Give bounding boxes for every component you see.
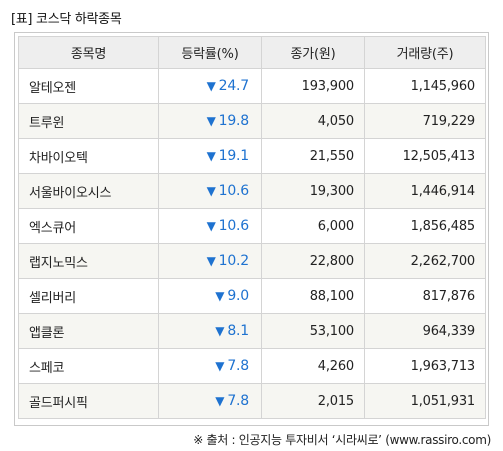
table-title: [표] 코스닥 하락종목 <box>11 12 122 27</box>
table-header-row: 종목명 등락률(%) 종가(원) 거래량(주) <box>18 36 486 69</box>
down-triangle-icon: ▼ <box>206 184 216 198</box>
table-row: 골드퍼시픽 ▼ 7.8 2,015 1,051,931 <box>18 383 486 419</box>
trading-volume: 1,856,485 <box>364 208 486 244</box>
change-rate-value: 10.2 <box>218 253 250 269</box>
change-rate-value: 10.6 <box>218 218 250 234</box>
trading-volume: 1,051,931 <box>364 383 486 419</box>
source-footer: ※ 출처 : 인공지능 투자비서 ‘시라씨로’ (www.rassiro.com… <box>193 433 491 447</box>
trading-volume: 2,262,700 <box>364 243 486 279</box>
change-rate-value: 9.0 <box>227 288 249 304</box>
stock-name: 엑스큐어 <box>18 208 159 244</box>
change-rate-value: 24.7 <box>218 78 250 94</box>
down-triangle-icon: ▼ <box>215 394 225 408</box>
table-body: 알테오젠 ▼ 24.7 193,900 1,145,960 트루윈 ▼ 19.8 4,050 71… <box>18 68 486 419</box>
close-price: 88,100 <box>261 278 365 314</box>
trading-volume: 817,876 <box>364 278 486 314</box>
stock-name: 스페코 <box>18 348 159 384</box>
change-rate: ▼ 10.6 <box>158 208 262 244</box>
close-price: 53,100 <box>261 313 365 349</box>
down-triangle-icon: ▼ <box>215 289 225 303</box>
change-rate-value: 7.8 <box>227 358 249 374</box>
down-triangle-icon: ▼ <box>206 149 216 163</box>
trading-volume: 1,145,960 <box>364 68 486 104</box>
down-triangle-icon: ▼ <box>206 254 216 268</box>
close-price: 19,300 <box>261 173 365 209</box>
close-price: 2,015 <box>261 383 365 419</box>
table-frame: 종목명 등락률(%) 종가(원) 거래량(주) 알테오젠 ▼ 24.7 193,900… <box>14 32 489 426</box>
trading-volume: 12,505,413 <box>364 138 486 174</box>
stock-name: 서울바이오시스 <box>18 173 159 209</box>
change-rate-value: 10.6 <box>218 183 250 199</box>
table-row: 차바이오텍 ▼ 19.1 21,550 12,505,413 <box>18 138 486 174</box>
stock-name: 앱클론 <box>18 313 159 349</box>
change-rate: ▼ 9.0 <box>158 278 262 314</box>
table-row: 트루윈 ▼ 19.8 4,050 719,229 <box>18 103 486 139</box>
column-header-volume: 거래량(주) <box>364 36 486 69</box>
column-header-rate: 등락률(%) <box>158 36 262 69</box>
table-row: 셀리버리 ▼ 9.0 88,100 817,876 <box>18 278 486 314</box>
table-row: 앱클론 ▼ 8.1 53,100 964,339 <box>18 313 486 349</box>
change-rate: ▼ 7.8 <box>158 348 262 384</box>
column-header-name: 종목명 <box>18 36 159 69</box>
down-triangle-icon: ▼ <box>206 79 216 93</box>
change-rate: ▼ 10.6 <box>158 173 262 209</box>
stock-name: 골드퍼시픽 <box>18 383 159 419</box>
table-row: 서울바이오시스 ▼ 10.6 19,300 1,446,914 <box>18 173 486 209</box>
trading-volume: 1,446,914 <box>364 173 486 209</box>
change-rate-value: 19.8 <box>218 113 250 129</box>
stock-name: 셀리버리 <box>18 278 159 314</box>
close-price: 4,050 <box>261 103 365 139</box>
down-triangle-icon: ▼ <box>215 324 225 338</box>
change-rate: ▼ 19.1 <box>158 138 262 174</box>
close-price: 4,260 <box>261 348 365 384</box>
table-row: 엑스큐어 ▼ 10.6 6,000 1,856,485 <box>18 208 486 244</box>
close-price: 21,550 <box>261 138 365 174</box>
change-rate-value: 7.8 <box>227 393 249 409</box>
change-rate-value: 19.1 <box>218 148 250 164</box>
table-row: 스페코 ▼ 7.8 4,260 1,963,713 <box>18 348 486 384</box>
stock-name: 랩지노믹스 <box>18 243 159 279</box>
stock-name: 차바이오텍 <box>18 138 159 174</box>
down-triangle-icon: ▼ <box>206 219 216 233</box>
change-rate: ▼ 19.8 <box>158 103 262 139</box>
change-rate-value: 8.1 <box>227 323 249 339</box>
trading-volume: 719,229 <box>364 103 486 139</box>
table-row: 랩지노믹스 ▼ 10.2 22,800 2,262,700 <box>18 243 486 279</box>
change-rate: ▼ 7.8 <box>158 383 262 419</box>
stock-name: 트루윈 <box>18 103 159 139</box>
change-rate: ▼ 24.7 <box>158 68 262 104</box>
trading-volume: 1,963,713 <box>364 348 486 384</box>
down-triangle-icon: ▼ <box>206 114 216 128</box>
change-rate: ▼ 8.1 <box>158 313 262 349</box>
change-rate: ▼ 10.2 <box>158 243 262 279</box>
column-header-close: 종가(원) <box>261 36 365 69</box>
close-price: 193,900 <box>261 68 365 104</box>
trading-volume: 964,339 <box>364 313 486 349</box>
table-row: 알테오젠 ▼ 24.7 193,900 1,145,960 <box>18 68 486 104</box>
down-triangle-icon: ▼ <box>215 359 225 373</box>
decliners-table: 종목명 등락률(%) 종가(원) 거래량(주) 알테오젠 ▼ 24.7 193,900… <box>18 36 486 419</box>
close-price: 22,800 <box>261 243 365 279</box>
close-price: 6,000 <box>261 208 365 244</box>
stock-name: 알테오젠 <box>18 68 159 104</box>
